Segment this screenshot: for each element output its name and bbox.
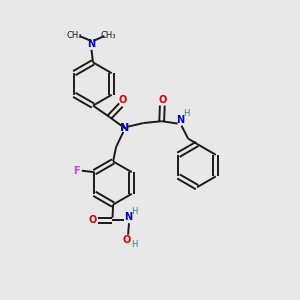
Text: H: H xyxy=(131,240,138,249)
Text: N: N xyxy=(121,123,130,134)
Text: O: O xyxy=(88,215,97,225)
Text: F: F xyxy=(73,166,80,176)
Text: N: N xyxy=(176,115,185,125)
Text: CH₃: CH₃ xyxy=(67,32,82,40)
Text: O: O xyxy=(122,235,131,245)
Text: CH₃: CH₃ xyxy=(101,32,116,40)
Text: O: O xyxy=(159,95,167,105)
Text: H: H xyxy=(183,110,190,118)
Text: N: N xyxy=(124,212,132,222)
Text: N: N xyxy=(87,39,96,49)
Text: O: O xyxy=(118,94,127,105)
Text: H: H xyxy=(131,207,137,216)
